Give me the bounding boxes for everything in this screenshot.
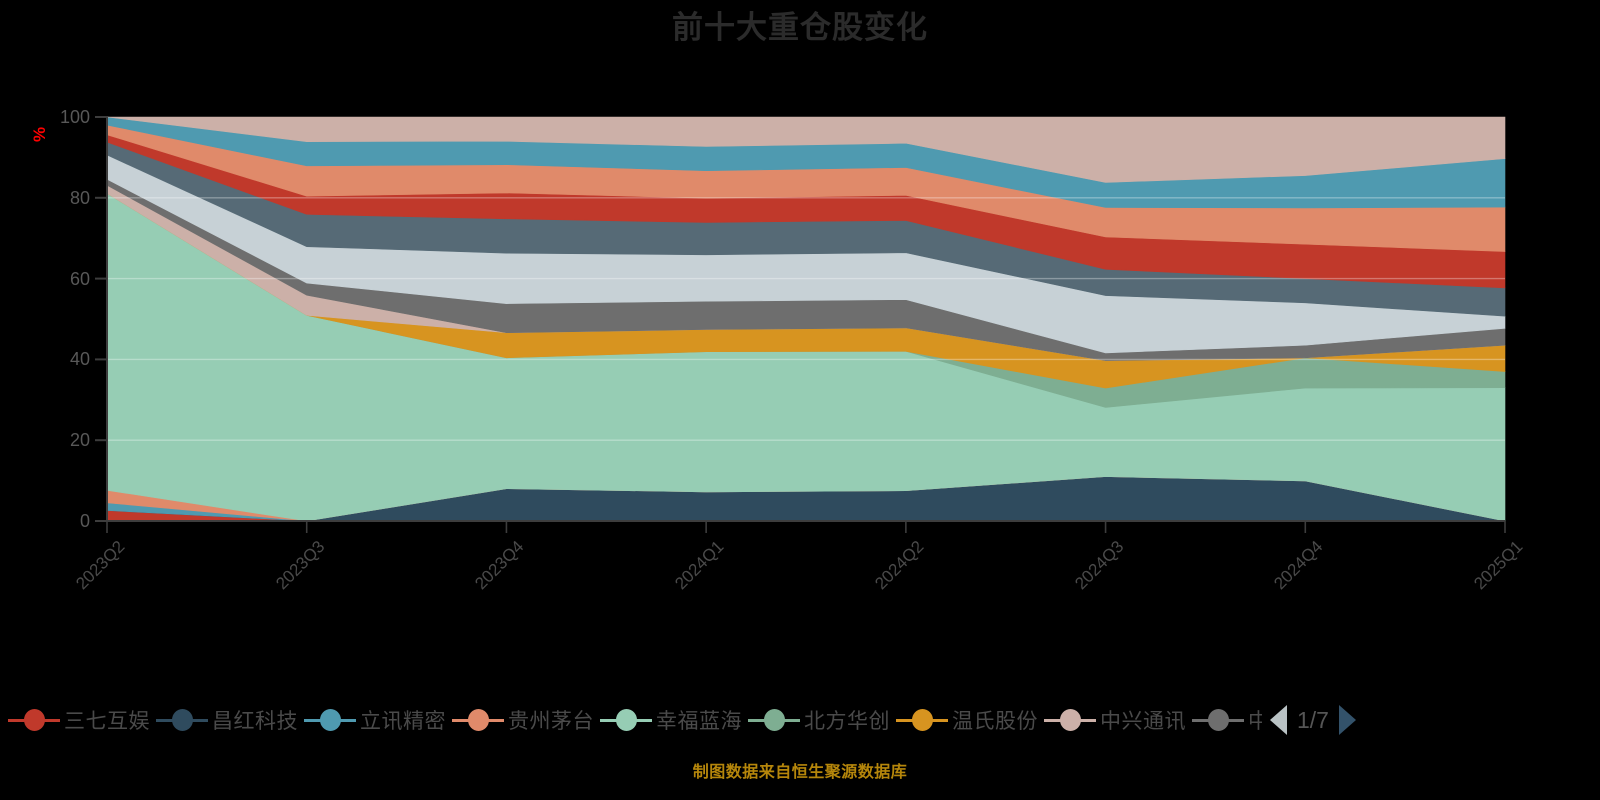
chart-plot-area[interactable]	[0, 0, 1600, 660]
legend-item[interactable]: 温氏股份	[896, 705, 1038, 735]
legend-item[interactable]: 中兴通讯	[1044, 705, 1186, 735]
y-axis-tick-label: 40	[69, 349, 90, 370]
legend-item-label: 温氏股份	[952, 710, 1038, 733]
triangle-right-icon[interactable]	[1338, 705, 1356, 735]
legend-item[interactable]: 三七互娱	[8, 705, 150, 735]
legend-item[interactable]: 中兴通讯	[1192, 705, 1262, 735]
chart-legend[interactable]: 三七互娱 昌红科技 立讯精密 贵州茅台 幸福蓝海 北方华创 温氏股份 中兴通讯 中兴通讯 1/7	[0, 692, 1600, 748]
legend-pagination[interactable]: 1/7	[1270, 705, 1356, 735]
legend-marker-icon	[8, 709, 60, 731]
legend-marker-icon	[896, 709, 948, 731]
legend-dot-icon	[1060, 709, 1081, 731]
legend-item-label: 幸福蓝海	[656, 710, 742, 733]
legend-marker-icon	[156, 709, 208, 731]
legend-dot-icon	[1208, 709, 1229, 731]
legend-item[interactable]: 立讯精密	[304, 705, 446, 735]
legend-item[interactable]: 昌红科技	[156, 705, 298, 735]
legend-item-label: 中兴通讯	[1248, 710, 1262, 733]
y-axis-tick-label: 60	[69, 268, 90, 289]
triangle-left-icon[interactable]	[1270, 705, 1287, 735]
y-axis-tick-label: 0	[79, 511, 90, 531]
data-source-note: 制图数据来自恒生聚源数据库	[692, 764, 908, 781]
legend-dot-icon	[24, 709, 45, 731]
legend-marker-icon	[304, 709, 356, 731]
y-axis-tick-label: 80	[69, 187, 90, 208]
legend-marker-icon	[748, 709, 800, 731]
legend-item[interactable]: 幸福蓝海	[600, 705, 742, 735]
legend-marker-icon	[1044, 709, 1096, 731]
legend-item-label: 三七互娱	[64, 710, 150, 733]
legend-item[interactable]: 贵州茅台	[452, 705, 594, 735]
y-axis: 0 20 40 60 80 100	[28, 0, 90, 660]
legend-item[interactable]: 北方华创	[748, 705, 890, 735]
legend-dot-icon	[616, 709, 637, 731]
legend-dot-icon	[172, 709, 193, 731]
y-axis-unit-label: %	[30, 126, 49, 142]
legend-dot-icon	[468, 709, 489, 731]
legend-marker-icon	[600, 709, 652, 731]
y-axis-tick-label: 20	[69, 430, 90, 451]
legend-item-label: 北方华创	[804, 710, 890, 733]
legend-item-label: 中兴通讯	[1100, 710, 1186, 733]
page-title: 前十大重仓股变化	[672, 10, 928, 45]
legend-dot-icon	[764, 709, 785, 731]
legend-marker-icon	[452, 709, 504, 731]
legend-page-indicator: 1/7	[1297, 706, 1329, 733]
stacked-area-chart[interactable]	[0, 0, 1600, 660]
legend-dot-icon	[912, 709, 933, 731]
area-band[interactable]	[106, 116, 1506, 183]
legend-item-label: 贵州茅台	[508, 710, 594, 733]
legend-item-label: 立讯精密	[360, 710, 446, 733]
legend-dot-icon	[320, 709, 341, 731]
y-axis-tick-label: 100	[59, 107, 90, 127]
legend-item-label: 昌红科技	[212, 710, 298, 733]
legend-marker-icon	[1192, 709, 1244, 731]
